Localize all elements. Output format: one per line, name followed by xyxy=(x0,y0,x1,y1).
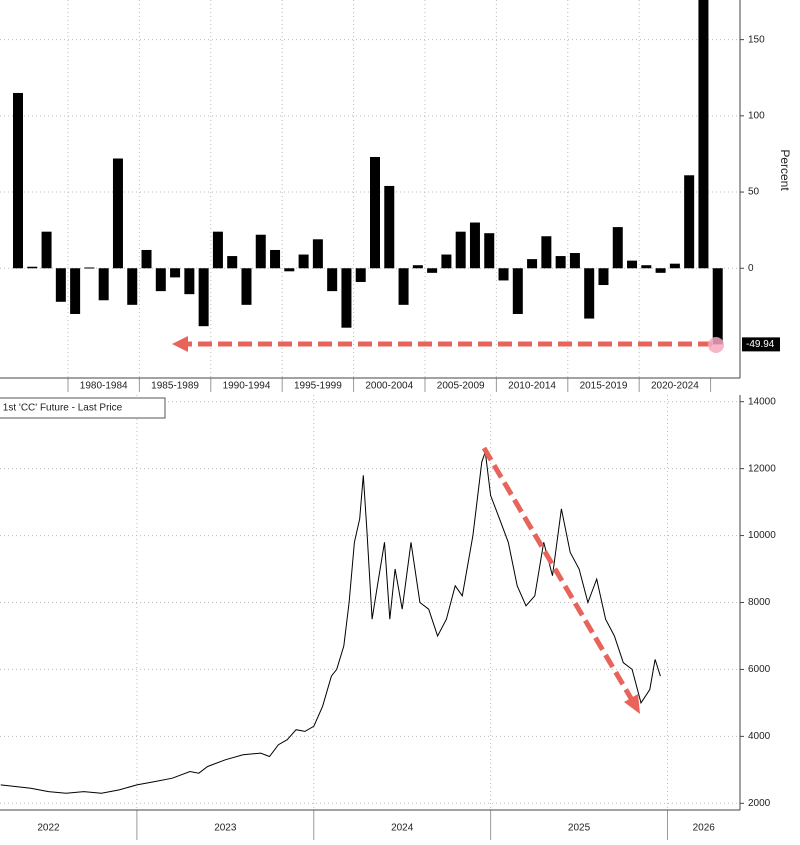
bar xyxy=(412,265,423,269)
x-group-label: 1995-1999 xyxy=(294,381,342,392)
x-tick-label: 2026 xyxy=(693,823,716,834)
x-tick-label: 2024 xyxy=(391,823,414,834)
bar xyxy=(627,260,638,269)
bar xyxy=(312,239,323,269)
y-tick-label: 10000 xyxy=(748,530,776,541)
y-tick-label: 0 xyxy=(748,263,754,274)
bar xyxy=(184,268,195,295)
x-tick-label: 2025 xyxy=(568,823,591,834)
bar xyxy=(84,267,95,269)
x-group-label: 2010-2014 xyxy=(508,381,556,392)
bar xyxy=(498,268,509,281)
bar xyxy=(270,249,281,269)
y-tick-label: 4000 xyxy=(748,731,771,742)
bar xyxy=(541,236,552,269)
annotations xyxy=(172,336,724,714)
trend-arrow-head xyxy=(624,694,640,714)
x-group-label: 2005-2009 xyxy=(437,381,485,392)
bar xyxy=(684,175,695,269)
bar xyxy=(655,268,666,273)
bar xyxy=(212,231,223,269)
bar xyxy=(127,268,138,305)
bar xyxy=(441,254,452,269)
bar xyxy=(155,268,166,292)
bar xyxy=(284,268,295,272)
y-tick-label: 14000 xyxy=(748,396,776,407)
bar xyxy=(241,268,252,305)
y-tick-label: 6000 xyxy=(748,664,771,675)
y-tick-label: 2000 xyxy=(748,798,771,809)
legend-label: Generic 1st 'CC' Future - Last Price xyxy=(0,403,123,414)
line-chart: 2000 4000 6000 8000 10000 12000 14000 2022 2023 2… xyxy=(0,395,776,840)
bars xyxy=(13,0,723,345)
x-group-label: 1980-1984 xyxy=(80,381,128,392)
x-group-label: 2020-2024 xyxy=(651,381,699,392)
bar xyxy=(584,268,595,319)
bar xyxy=(598,268,609,286)
y-tick-label: 12000 xyxy=(748,463,776,474)
bar xyxy=(55,268,66,302)
y-tick-label: 50 xyxy=(748,187,760,198)
bar xyxy=(698,0,709,269)
bar xyxy=(341,268,352,328)
bar xyxy=(70,268,81,314)
bar xyxy=(198,268,209,327)
bar-chart: 0 50 100 150 1980-1984 1985-1989 1990-1994 1995… xyxy=(0,0,792,392)
x-tick-label: 2022 xyxy=(37,823,60,834)
lines xyxy=(0,451,661,794)
bar xyxy=(527,259,538,269)
bar xyxy=(669,263,680,269)
bar xyxy=(512,268,523,314)
bar xyxy=(469,222,480,269)
bar xyxy=(555,256,566,269)
value-label-box xyxy=(742,337,780,352)
bar xyxy=(27,266,38,269)
value-label: -49.94 xyxy=(746,339,775,350)
bar xyxy=(98,268,109,301)
bar xyxy=(112,158,123,269)
bar xyxy=(298,254,309,269)
x-group-label: 2015-2019 xyxy=(580,381,628,392)
bar xyxy=(398,268,409,305)
bar xyxy=(227,256,238,269)
y-tick-label: 100 xyxy=(748,110,765,121)
bar xyxy=(641,265,652,269)
y-tick-label: 8000 xyxy=(748,597,771,608)
bar xyxy=(370,156,380,269)
legend-box xyxy=(0,397,166,419)
trend-arrow-line xyxy=(481,446,635,702)
arrow-head xyxy=(172,336,188,352)
x-group-label: 2000-2004 xyxy=(365,381,413,392)
bar xyxy=(41,231,52,269)
bar xyxy=(455,231,466,269)
bar xyxy=(355,268,366,282)
bar xyxy=(484,233,495,269)
bar xyxy=(255,234,266,269)
bar xyxy=(569,253,580,269)
bar xyxy=(612,227,623,269)
highlight-dot xyxy=(708,337,724,353)
x-group-label: 1985-1989 xyxy=(151,381,199,392)
bar xyxy=(327,268,338,292)
bar xyxy=(13,92,23,269)
bar xyxy=(141,249,152,269)
y-tick-label: 150 xyxy=(748,34,765,45)
bar xyxy=(384,185,395,269)
bar xyxy=(427,268,438,273)
bar xyxy=(170,268,181,278)
bar xyxy=(712,268,723,345)
x-tick-label: 2023 xyxy=(214,823,237,834)
y-axis-label: Percent xyxy=(778,149,792,191)
x-group-label: 1990-1994 xyxy=(223,381,271,392)
price-line xyxy=(0,451,661,794)
